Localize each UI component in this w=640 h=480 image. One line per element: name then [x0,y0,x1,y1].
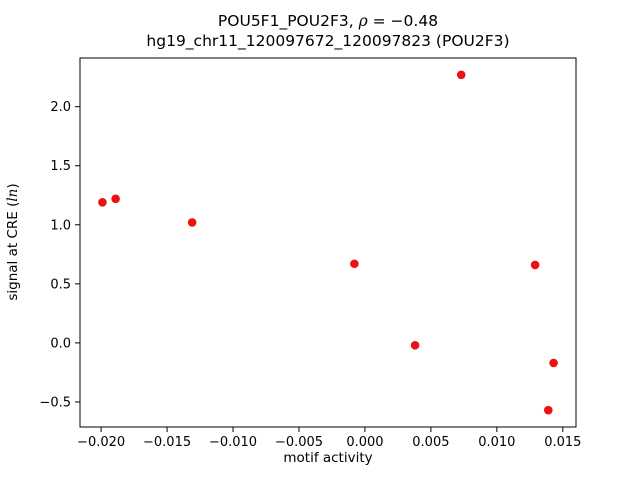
x-tick-label: 0.015 [544,435,581,450]
data-point [98,198,107,207]
ylabel-post: ) [5,183,21,189]
x-tick-label: −0.005 [275,435,323,450]
x-tick-label: −0.015 [143,435,191,450]
ylabel-ln: ln [5,188,21,202]
x-tick-label: 0.005 [412,435,449,450]
y-tick-label: 2.0 [50,100,71,115]
data-point [549,358,558,368]
y-tick-label: 0.5 [50,277,71,292]
x-tick-label: −0.020 [77,435,125,450]
x-tick-label: 0.010 [478,435,515,450]
y-tick-label: 0.0 [50,336,71,351]
data-point [410,340,420,350]
y-tick-label: −0.5 [39,395,71,410]
y-axis-label-text: signal at CRE (ln) [5,183,21,300]
x-tick-label: −0.010 [209,435,257,450]
data-point [530,260,540,270]
data-point [543,405,553,415]
title-line1-pre: POU5F1_POU2F3, [217,12,359,30]
data-point [456,70,466,80]
x-tick-label: 0.000 [346,435,383,450]
ylabel-pre: signal at CRE ( [5,201,21,301]
data-point [350,259,359,269]
data-point [111,194,120,204]
title-rho-symbol: ρ [358,12,368,30]
y-tick-label: 1.0 [50,218,71,233]
data-point [187,218,197,227]
plot-box [79,57,577,428]
x-axis-label: motif activity [283,450,373,466]
chart-title: POU5F1_POU2F3, ρ = −0.48 hg19_chr11_12009… [80,11,576,51]
y-tick-label: 1.5 [50,159,71,174]
title-line2: hg19_chr11_120097672_120097823 (POU2F3) [146,32,510,50]
title-line1-post: = −0.48 [367,12,439,30]
